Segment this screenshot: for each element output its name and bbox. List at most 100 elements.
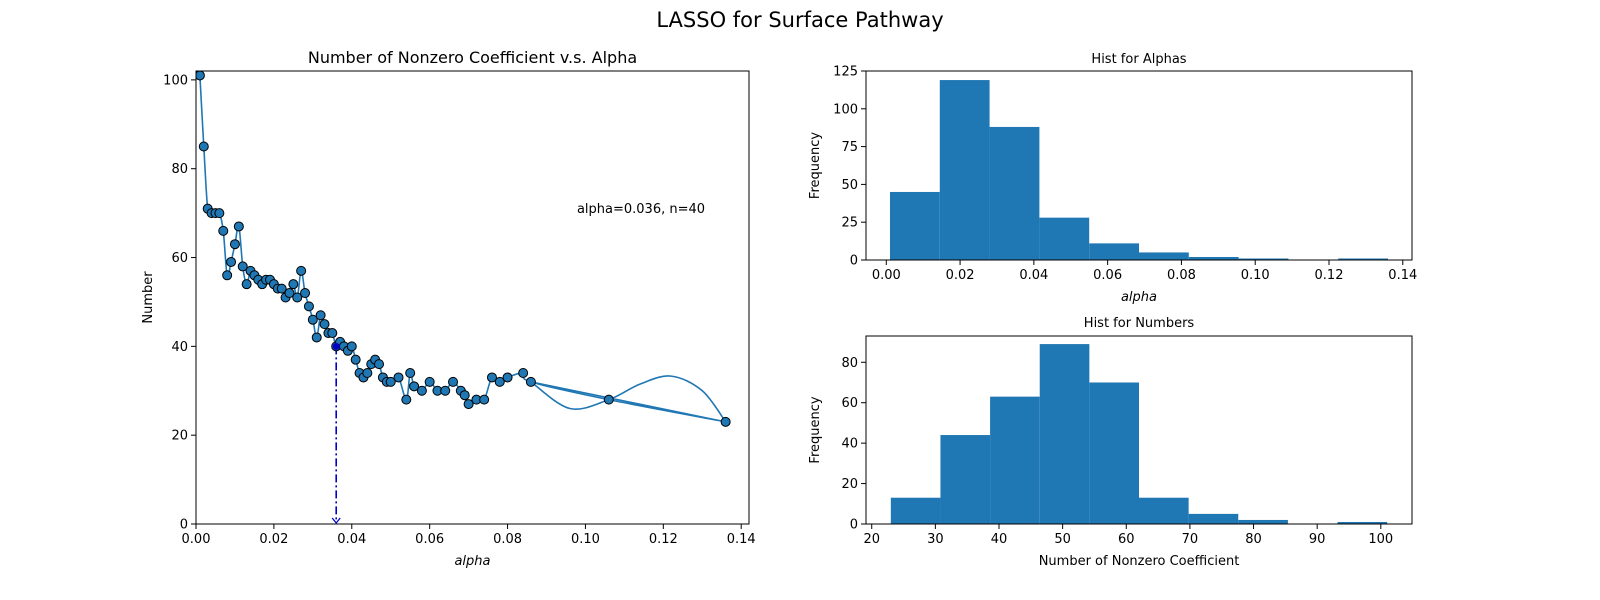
x-tick-label: 0.10 xyxy=(1241,268,1270,283)
x-tick-label: 0.08 xyxy=(493,532,522,547)
plot-frame xyxy=(865,70,1413,261)
y-tick-label: 0 xyxy=(850,254,858,269)
chart-title: Hist for Alphas xyxy=(1091,52,1186,67)
histogram-bar xyxy=(1337,521,1388,524)
data-point xyxy=(311,332,322,343)
data-point xyxy=(198,141,209,152)
data-point xyxy=(720,416,731,427)
y-tick-label: 125 xyxy=(833,65,858,80)
x-tick-label: 0.14 xyxy=(1388,268,1417,283)
x-tick-label: 90 xyxy=(1309,532,1326,547)
histogram-bar xyxy=(1089,243,1139,260)
data-point xyxy=(241,279,252,290)
y-tick-label: 20 xyxy=(171,429,188,444)
data-point xyxy=(486,372,497,383)
data-point xyxy=(319,319,330,330)
data-point xyxy=(276,283,287,294)
data-point xyxy=(494,376,505,387)
data-point xyxy=(315,310,326,321)
histogram-bar xyxy=(1089,382,1139,524)
scatter-panel: 0.00 0.02 0.04 0.06 0.08 0.10 0.12 0.14 0 20 40 60 8… xyxy=(141,48,756,569)
data-point xyxy=(237,261,248,272)
data-point xyxy=(222,270,233,281)
y-tick-label: 75 xyxy=(841,140,858,155)
plot-frame xyxy=(195,70,750,525)
data-point xyxy=(405,368,416,378)
data-point xyxy=(196,71,205,81)
histogram-bar xyxy=(1139,497,1189,524)
y-tick-label: 80 xyxy=(171,162,188,177)
data-point xyxy=(226,256,237,267)
data-point xyxy=(479,394,490,405)
x-tick-label: 30 xyxy=(927,532,944,547)
data-point xyxy=(502,372,513,383)
histogram-bar xyxy=(889,191,940,260)
data-point xyxy=(218,225,229,236)
data-point xyxy=(393,372,404,383)
chart-title: Number of Nonzero Coefficient v.s. Alpha xyxy=(308,48,637,67)
number-histogram-panel: 20 30 40 50 60 70 80 90 100 0 20 40 60 80 Hist for Num… xyxy=(808,316,1413,569)
y-tick-label: 50 xyxy=(841,178,858,193)
data-point xyxy=(300,288,311,299)
x-tick-label: 60 xyxy=(1118,532,1135,547)
y-tick-label: 0 xyxy=(180,518,188,533)
x-tick-label: 50 xyxy=(1054,532,1071,547)
data-point xyxy=(346,341,357,352)
y-tick-label: 25 xyxy=(841,216,858,231)
alpha-histogram-panel: 0.00 0.02 0.04 0.06 0.08 0.10 0.12 0.14 0 25 50 75 1… xyxy=(808,52,1417,305)
y-axis-label: Frequency xyxy=(808,132,823,199)
figure-title: LASSO for Surface Pathway xyxy=(656,8,943,32)
histogram-bar xyxy=(989,126,1040,260)
histogram-bar xyxy=(1188,256,1239,260)
x-tick-label: 0.12 xyxy=(649,532,678,547)
data-point xyxy=(401,394,412,405)
histogram-bar xyxy=(1139,252,1189,260)
x-tick-label: 0.06 xyxy=(1093,268,1122,283)
x-tick-label: 80 xyxy=(1245,532,1262,547)
x-tick-label: 0.02 xyxy=(946,268,975,283)
selected-point xyxy=(332,342,340,350)
data-point xyxy=(307,314,318,325)
y-tick-label: 80 xyxy=(841,356,858,371)
data-point xyxy=(463,399,474,410)
y-tick-label: 0 xyxy=(850,518,858,533)
data-point xyxy=(374,359,385,370)
x-axis-label: Number of Nonzero Coefficient xyxy=(1039,554,1240,569)
x-axis-label: alpha xyxy=(454,554,490,569)
data-point xyxy=(424,376,435,387)
y-tick-label: 40 xyxy=(841,437,858,452)
histogram-bar xyxy=(1238,519,1288,524)
y-tick-label: 40 xyxy=(171,340,188,355)
data-point xyxy=(327,328,338,339)
x-tick-label: 0.10 xyxy=(571,532,600,547)
data-point xyxy=(296,265,307,276)
annotation-label: alpha=0.036, n=40 xyxy=(577,202,705,217)
data-point xyxy=(303,301,314,312)
guide-arrow-head xyxy=(331,517,341,525)
x-tick-label: 0.02 xyxy=(259,532,288,547)
plot-frame xyxy=(865,335,1413,525)
data-point xyxy=(292,292,303,303)
histogram-bar xyxy=(1188,513,1239,524)
histogram-bar xyxy=(890,497,941,524)
y-tick-label: 20 xyxy=(841,477,858,492)
x-tick-label: 0.06 xyxy=(415,532,444,547)
data-point xyxy=(448,376,459,387)
data-point xyxy=(229,239,240,250)
x-axis-label: alpha xyxy=(1121,290,1157,305)
data-point xyxy=(362,368,373,378)
data-point xyxy=(288,279,299,290)
data-point xyxy=(440,385,451,396)
data-point xyxy=(518,368,529,378)
histogram-bar xyxy=(1238,258,1289,260)
data-point xyxy=(214,208,225,219)
data-point xyxy=(603,394,614,405)
data-point xyxy=(525,376,536,387)
y-tick-label: 100 xyxy=(163,73,188,88)
x-tick-label: 40 xyxy=(991,532,1008,547)
x-tick-label: 0.00 xyxy=(182,532,211,547)
histogram-bar xyxy=(940,435,991,524)
histogram-bar xyxy=(1039,344,1090,524)
x-tick-label: 0.04 xyxy=(1019,268,1048,283)
